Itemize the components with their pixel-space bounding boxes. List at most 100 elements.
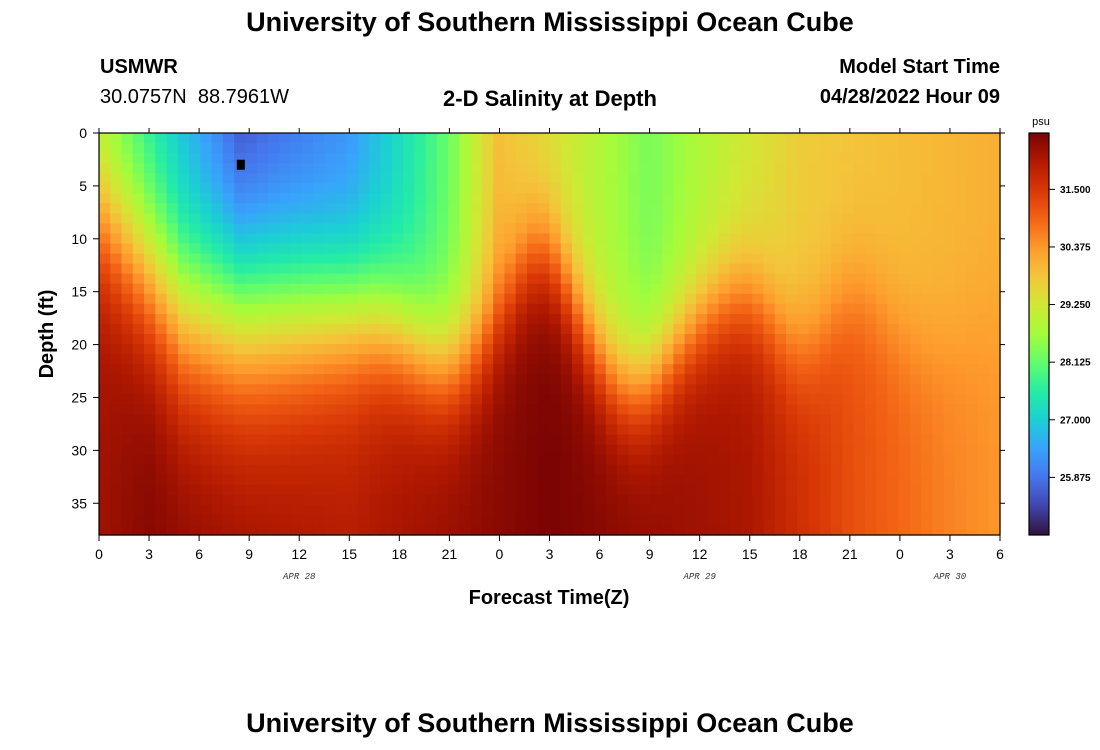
heatmap-cell	[639, 273, 652, 285]
heatmap-cell	[695, 183, 708, 194]
heatmap-cell	[684, 454, 697, 466]
heatmap-cell	[831, 354, 843, 365]
heatmap-cell	[774, 153, 787, 164]
heatmap-cell	[988, 514, 1001, 526]
heatmap-cell	[425, 404, 438, 415]
colorbar-tick-label: 25.875	[1060, 473, 1091, 484]
heatmap-cell	[346, 263, 359, 275]
heatmap-cell	[234, 243, 247, 255]
heatmap-cell	[718, 444, 731, 456]
heatmap-cell	[436, 303, 449, 315]
heatmap-cell	[380, 193, 393, 204]
heatmap-cell	[786, 464, 798, 476]
heatmap-cell	[876, 434, 888, 446]
heatmap-cell	[932, 344, 945, 355]
heatmap-cell	[155, 233, 168, 245]
heatmap-cell	[954, 153, 967, 164]
heatmap-cell	[684, 193, 697, 204]
heatmap-cell	[819, 313, 832, 325]
heatmap-cell	[189, 133, 201, 144]
heatmap-cell	[346, 494, 359, 506]
heatmap-cell	[605, 334, 618, 345]
heatmap-cell	[752, 223, 765, 235]
heatmap-cell	[526, 514, 539, 526]
heatmap-cell	[876, 504, 888, 516]
heatmap-cell	[526, 374, 539, 385]
heatmap-cell	[684, 384, 697, 395]
heatmap-cell	[222, 273, 235, 285]
heatmap-cell	[808, 504, 821, 516]
heatmap-cell	[166, 434, 179, 446]
heatmap-cell	[617, 243, 629, 255]
heatmap-cell	[380, 133, 393, 144]
heatmap-cell	[166, 253, 179, 265]
heatmap-cell	[583, 404, 596, 415]
heatmap-cell	[966, 514, 979, 526]
heatmap-cell	[560, 243, 573, 255]
heatmap-cell	[909, 444, 922, 456]
heatmap-cell	[144, 143, 156, 154]
heatmap-cell	[909, 243, 922, 255]
heatmap-cell	[369, 354, 382, 365]
heatmap-cell	[617, 273, 629, 285]
footer-title: University of Southern Mississippi Ocean…	[246, 708, 854, 738]
heatmap-cell	[617, 344, 629, 355]
heatmap-cell	[673, 434, 686, 446]
heatmap-cell	[572, 163, 584, 174]
heatmap-cell	[650, 394, 663, 405]
heatmap-cell	[662, 183, 674, 194]
heatmap-cell	[729, 203, 742, 214]
heatmap-cell	[977, 424, 990, 436]
heatmap-cell	[718, 263, 731, 275]
heatmap-cell	[346, 293, 359, 305]
heatmap-cell	[267, 263, 280, 275]
heatmap-cell	[752, 293, 765, 305]
heatmap-cell	[144, 243, 156, 255]
heatmap-cell	[662, 334, 674, 345]
heatmap-cell	[358, 283, 370, 295]
heatmap-cell	[245, 364, 258, 375]
heatmap-cell	[358, 253, 370, 265]
heatmap-cell	[988, 233, 1001, 245]
heatmap-cell	[549, 153, 562, 164]
heatmap-cell	[887, 494, 900, 506]
heatmap-cell	[279, 364, 292, 375]
heatmap-cell	[177, 133, 190, 144]
heatmap-cell	[842, 474, 855, 486]
heatmap-cell	[943, 303, 956, 315]
heatmap-cell	[425, 374, 438, 385]
heatmap-cell	[391, 474, 404, 486]
heatmap-cell	[572, 464, 584, 476]
heatmap-cell	[639, 514, 652, 526]
heatmap-cell	[673, 404, 686, 415]
heatmap-cell	[819, 303, 832, 315]
heatmap-cell	[752, 404, 765, 415]
heatmap-cell	[684, 233, 697, 245]
heatmap-cell	[166, 514, 179, 526]
heatmap-cell	[538, 464, 551, 476]
heatmap-cell	[538, 263, 551, 275]
heatmap-cell	[684, 444, 697, 456]
heatmap-cell	[740, 293, 753, 305]
heatmap-cell	[909, 213, 922, 225]
heatmap-cell	[808, 263, 821, 275]
heatmap-cell	[887, 183, 900, 194]
heatmap-cell	[662, 474, 674, 486]
heatmap-cell	[966, 434, 979, 446]
heatmap-cell	[560, 354, 573, 365]
heatmap-cell	[245, 434, 258, 446]
heatmap-cell	[200, 313, 213, 325]
heatmap-cell	[481, 344, 494, 355]
heatmap-cell	[189, 494, 201, 506]
heatmap-cell	[526, 173, 539, 184]
heatmap-cell	[132, 253, 145, 265]
y-tick-label: 25	[71, 389, 87, 405]
heatmap-cell	[797, 384, 810, 395]
heatmap-cell	[628, 153, 641, 164]
heatmap-cell	[808, 143, 821, 154]
heatmap-cell	[639, 374, 652, 385]
heatmap-cell	[177, 253, 190, 265]
heatmap-cell	[403, 183, 415, 194]
heatmap-cell	[189, 293, 201, 305]
heatmap-cell	[222, 263, 235, 275]
